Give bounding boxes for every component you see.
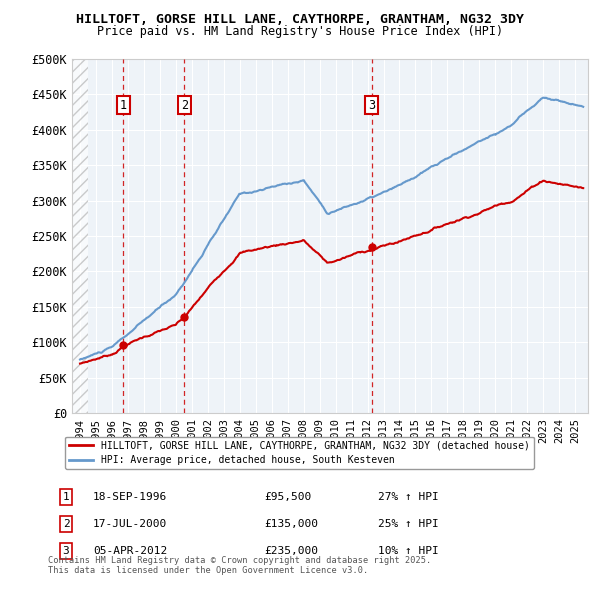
Text: HILLTOFT, GORSE HILL LANE, CAYTHORPE, GRANTHAM, NG32 3DY: HILLTOFT, GORSE HILL LANE, CAYTHORPE, GR… bbox=[76, 13, 524, 26]
Text: 18-SEP-1996: 18-SEP-1996 bbox=[93, 492, 167, 502]
Text: Contains HM Land Registry data © Crown copyright and database right 2025.
This d: Contains HM Land Registry data © Crown c… bbox=[48, 556, 431, 575]
Text: 27% ↑ HPI: 27% ↑ HPI bbox=[378, 492, 439, 502]
Text: £95,500: £95,500 bbox=[264, 492, 311, 502]
Text: 10% ↑ HPI: 10% ↑ HPI bbox=[378, 546, 439, 556]
Legend: HILLTOFT, GORSE HILL LANE, CAYTHORPE, GRANTHAM, NG32 3DY (detached house), HPI: : HILLTOFT, GORSE HILL LANE, CAYTHORPE, GR… bbox=[65, 437, 533, 469]
Text: £235,000: £235,000 bbox=[264, 546, 318, 556]
Text: Price paid vs. HM Land Registry's House Price Index (HPI): Price paid vs. HM Land Registry's House … bbox=[97, 25, 503, 38]
Text: 1: 1 bbox=[62, 492, 70, 502]
Text: 2: 2 bbox=[62, 519, 70, 529]
Text: 1: 1 bbox=[120, 99, 127, 112]
Text: 2: 2 bbox=[181, 99, 188, 112]
Text: 05-APR-2012: 05-APR-2012 bbox=[93, 546, 167, 556]
Text: 3: 3 bbox=[368, 99, 375, 112]
Text: 25% ↑ HPI: 25% ↑ HPI bbox=[378, 519, 439, 529]
Text: £135,000: £135,000 bbox=[264, 519, 318, 529]
Bar bbox=[72, 59, 88, 413]
Text: 3: 3 bbox=[62, 546, 70, 556]
Text: 17-JUL-2000: 17-JUL-2000 bbox=[93, 519, 167, 529]
